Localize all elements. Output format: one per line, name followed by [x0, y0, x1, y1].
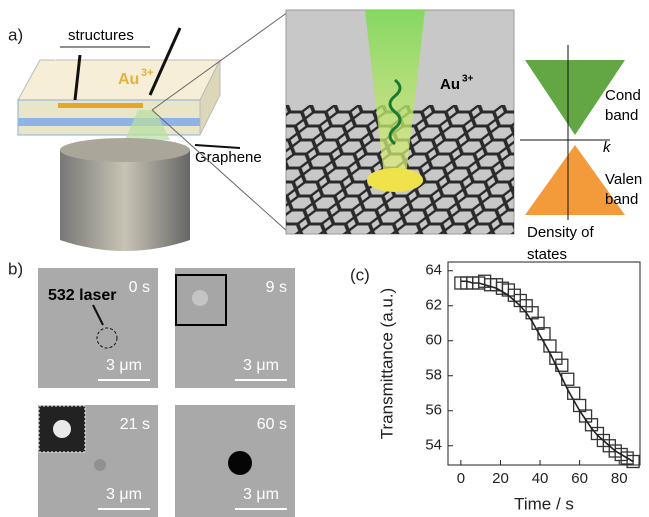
y-tick-label: 58 — [425, 367, 442, 384]
ion-charge: 3+ — [141, 67, 154, 79]
plot-frame — [448, 262, 640, 465]
spot — [53, 420, 71, 438]
spot — [228, 451, 252, 475]
band-label: Valen — [605, 171, 642, 188]
arrow — [195, 145, 240, 148]
graphene-layer — [18, 118, 200, 126]
inset-ion: Au — [440, 76, 460, 93]
k-label: k — [603, 139, 612, 156]
scale-label: 3 μm — [243, 486, 279, 503]
band-label: band — [605, 191, 638, 208]
ion-label: Au — [118, 71, 139, 88]
y-tick-label: 64 — [425, 262, 442, 279]
x-tick-label: 20 — [492, 470, 509, 487]
objective-top — [60, 138, 190, 162]
time-label: 9 s — [266, 279, 287, 296]
structures-label: structures — [68, 27, 134, 44]
time-label: 60 s — [257, 416, 287, 433]
focus — [367, 168, 423, 192]
x-tick-label: 60 — [571, 470, 588, 487]
band-label: Cond — [605, 87, 641, 104]
scale-label: 3 μm — [106, 486, 142, 503]
scale-label: 3 μm — [106, 357, 142, 374]
band-label: band — [605, 107, 638, 124]
y-tick-label: 60 — [425, 332, 442, 349]
x-tick-label: 40 — [532, 470, 549, 487]
gold-structure — [58, 103, 143, 108]
time-label: 21 s — [120, 416, 150, 433]
y-tick-label: 62 — [425, 297, 442, 314]
scale-label: 3 μm — [243, 357, 279, 374]
panel-label: b) — [8, 259, 23, 278]
x-axis-label: Time / s — [514, 494, 574, 513]
panel-label: (c) — [350, 265, 370, 284]
inset-ion-charge: 3+ — [462, 74, 474, 85]
panel-label: a) — [8, 25, 23, 44]
objective — [60, 150, 190, 251]
figure: a) structures Au 3+ Graphene Au 3+ k Con… — [0, 0, 649, 517]
time-label: 0 s — [129, 279, 150, 296]
spot — [192, 290, 208, 306]
y-tick-label: 54 — [425, 437, 442, 454]
x-tick-label: 80 — [611, 470, 628, 487]
y-tick-label: 56 — [425, 402, 442, 419]
point — [562, 373, 574, 385]
dos-label: Density of — [527, 224, 595, 241]
x-tick-label: 0 — [457, 470, 465, 487]
spot — [94, 459, 106, 471]
laser-label: 532 laser — [48, 287, 117, 304]
y-axis-label: Transmittance (a.u.) — [377, 288, 396, 439]
dos-label: states — [527, 246, 567, 263]
